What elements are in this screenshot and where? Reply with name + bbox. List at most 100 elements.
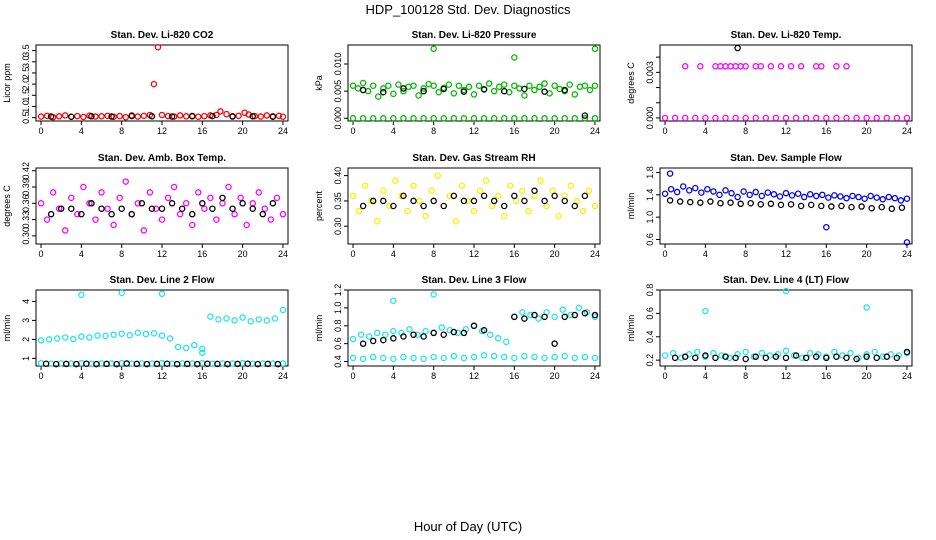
- data-point: [420, 87, 427, 95]
- x-tick-label: 24: [902, 249, 912, 259]
- data-point: [454, 329, 462, 337]
- data-point: [390, 327, 397, 335]
- data-point: [476, 187, 484, 195]
- data-point: [571, 311, 579, 319]
- series-hourly: [42, 360, 282, 368]
- panel-6: Stan. Dev. Sample Flow ml/min 0 4 8 12 16 20 24 0…: [626, 153, 913, 259]
- y-tick-label: 2.5: [21, 67, 31, 80]
- data-point: [126, 331, 133, 339]
- data-point: [460, 354, 468, 362]
- y-tick-label: 0.4: [645, 331, 655, 344]
- data-point: [806, 349, 814, 357]
- data-point: [207, 313, 214, 320]
- data-point: [586, 86, 594, 94]
- data-point: [686, 198, 694, 206]
- data-point: [591, 115, 599, 122]
- data-point: [158, 290, 166, 298]
- data-point: [903, 348, 911, 356]
- data-point: [158, 359, 166, 367]
- panel-ylabel: degrees C: [2, 185, 12, 227]
- data-point: [440, 202, 448, 210]
- data-point: [231, 317, 238, 324]
- data-point: [541, 313, 548, 321]
- data-point: [178, 205, 186, 212]
- figure-xlabel: Hour of Day (UTC): [414, 519, 522, 534]
- data-point: [694, 348, 701, 356]
- data-point: [863, 114, 870, 122]
- x-tick-label: 4: [79, 371, 84, 381]
- data-point: [666, 197, 674, 204]
- data-point: [673, 188, 681, 196]
- data-point: [45, 336, 53, 343]
- y-tick-label: 2: [21, 337, 31, 342]
- data-point: [885, 193, 893, 201]
- data-point: [500, 81, 508, 88]
- data-point: [685, 187, 693, 194]
- data-point: [531, 115, 538, 122]
- data-point: [772, 353, 780, 360]
- data-point: [490, 87, 498, 95]
- data-point: [235, 112, 242, 120]
- data-point: [893, 114, 901, 122]
- data-point: [416, 197, 423, 205]
- x-tick-label: 12: [781, 371, 791, 381]
- data-point: [734, 44, 741, 52]
- data-point: [681, 353, 689, 360]
- data-point: [108, 113, 115, 120]
- data-point: [521, 352, 528, 360]
- data-point: [247, 318, 254, 325]
- data-point: [98, 189, 105, 196]
- data-point: [380, 115, 387, 122]
- data-point: [68, 113, 75, 121]
- x-tick-label: 4: [703, 371, 708, 381]
- data-point: [435, 88, 442, 96]
- data-point: [521, 92, 528, 99]
- data-point: [579, 207, 587, 215]
- data-point: [390, 297, 397, 304]
- data-point: [140, 112, 148, 120]
- data-point: [470, 207, 478, 215]
- data-point: [450, 90, 458, 97]
- data-point: [833, 114, 840, 122]
- series-all: [349, 172, 599, 225]
- data-point: [88, 200, 95, 207]
- x-tick-label: 24: [902, 126, 912, 136]
- x-tick-label: 20: [862, 371, 872, 381]
- data-point: [897, 197, 905, 204]
- data-point: [61, 112, 69, 119]
- data-point: [359, 86, 367, 94]
- y-tick-label: 1.5: [21, 89, 31, 102]
- data-point: [349, 335, 357, 343]
- series-hourly: [671, 348, 911, 363]
- data-point: [359, 79, 367, 87]
- data-point: [359, 202, 367, 210]
- data-point: [566, 81, 574, 88]
- data-point: [767, 200, 775, 208]
- y-tick-label: 1.0: [21, 100, 31, 113]
- data-point: [410, 354, 417, 362]
- data-point: [551, 115, 558, 122]
- data-point: [267, 216, 275, 223]
- data-point: [446, 192, 454, 200]
- data-point: [404, 207, 411, 215]
- data-point: [104, 205, 111, 212]
- data-point: [718, 352, 725, 359]
- x-tick-label: 0: [351, 249, 356, 259]
- x-tick-label: 8: [743, 249, 748, 259]
- series-all: [349, 45, 599, 100]
- data-point: [541, 354, 548, 362]
- data-point: [440, 331, 448, 338]
- panel-4: Stan. Dev. Amb. Box Temp. degrees C 0 4 8 12 1…: [2, 153, 289, 259]
- x-tick-label: 8: [431, 126, 436, 136]
- figure-title: HDP_100128 Std. Dev. Diagnostics: [366, 2, 571, 17]
- data-point: [244, 360, 251, 367]
- data-point: [702, 307, 709, 315]
- panel-title: Stan. Dev. Line 3 Flow: [422, 275, 527, 286]
- data-point: [148, 205, 156, 212]
- data-point: [500, 353, 508, 361]
- data-point: [531, 187, 538, 195]
- data-point: [118, 330, 125, 337]
- data-point: [263, 317, 271, 324]
- panel-title: Stan. Dev. Amb. Box Temp.: [98, 153, 226, 164]
